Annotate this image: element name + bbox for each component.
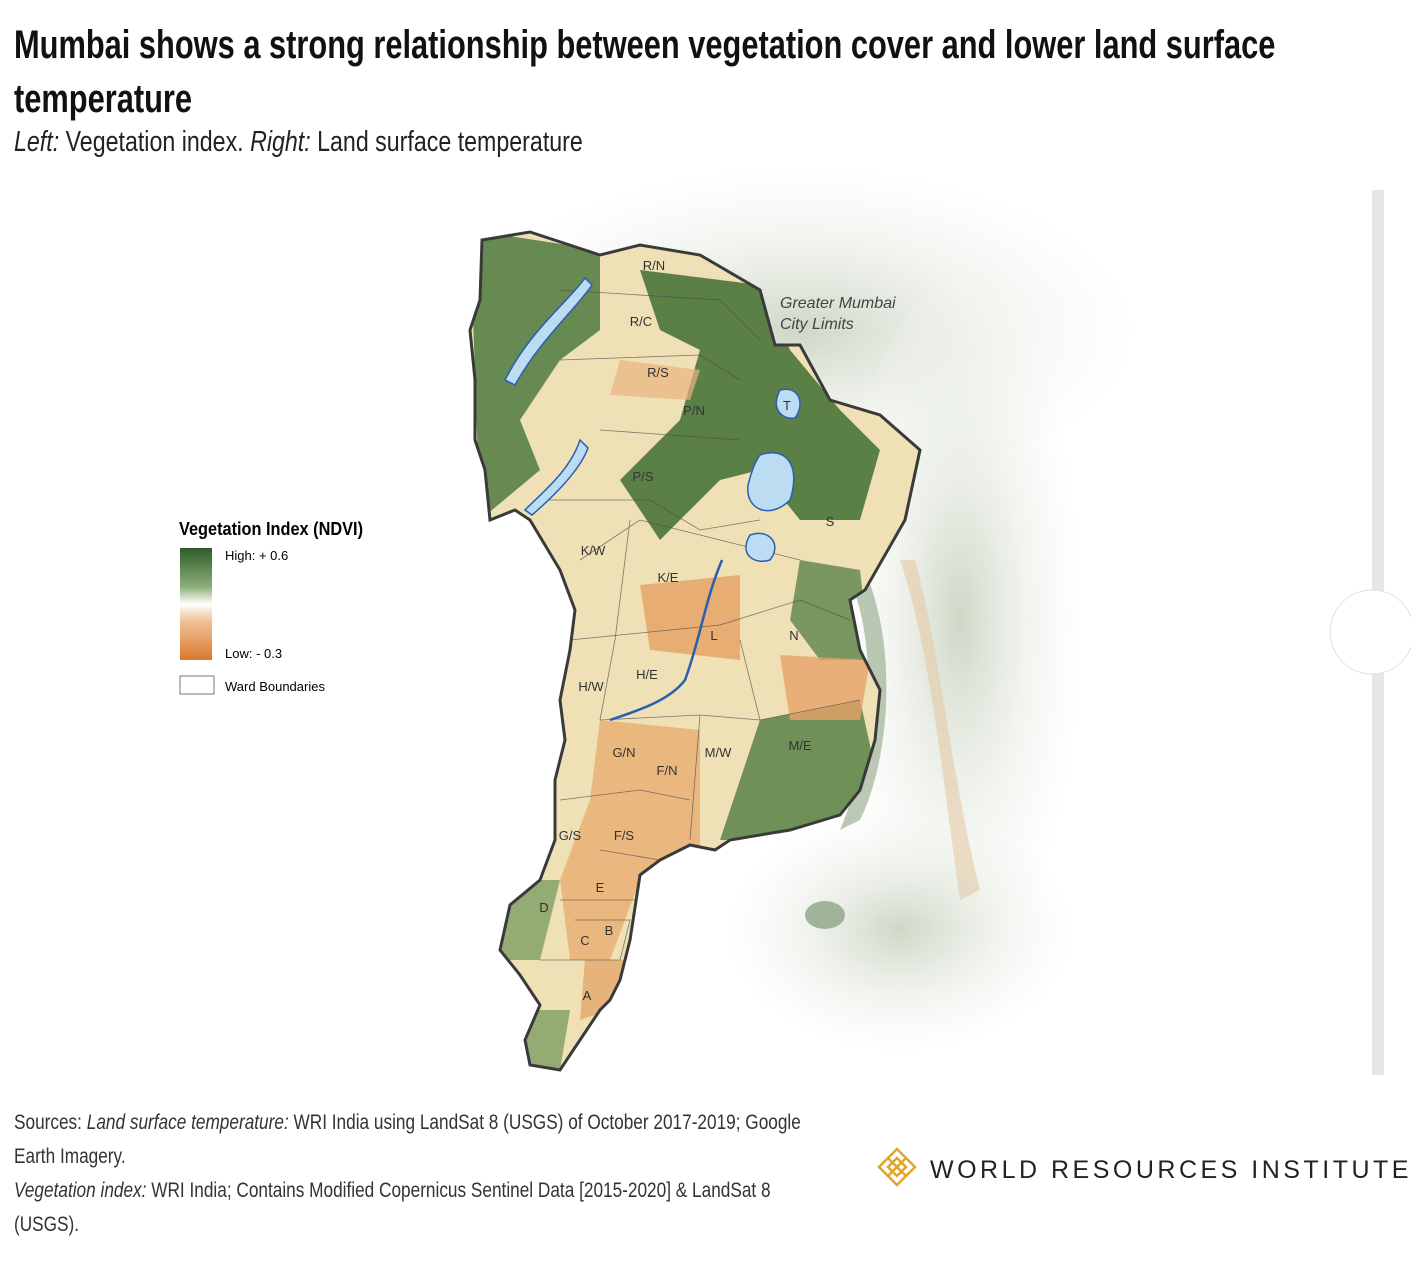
ward-label: E [596, 880, 605, 895]
ward-label: K/W [581, 543, 606, 558]
sources: Sources: Land surface temperature: WRI I… [14, 1106, 834, 1242]
subtitle-left-text: Vegetation index. [65, 126, 244, 158]
legend-boundaries: Ward Boundaries [225, 679, 325, 694]
ward-label: M/W [705, 745, 732, 760]
ward-label: H/W [578, 679, 604, 694]
ward-label: S [826, 514, 835, 529]
sources-label: Sources: [14, 1111, 82, 1134]
logo-text: WORLD RESOURCES INSTITUTE [930, 1156, 1411, 1184]
subtitle-left-label: Left: [14, 126, 60, 158]
ward-label: M/E [788, 738, 811, 753]
ward-label: B [605, 923, 614, 938]
sources-lst-label: Land surface temperature: [86, 1111, 289, 1134]
ward-label: A [583, 988, 592, 1003]
legend-low: Low: - 0.3 [225, 646, 282, 661]
ward-label: R/N [643, 258, 665, 273]
ward-label: F/N [657, 763, 678, 778]
annotation: City Limits [780, 316, 854, 333]
ward-label: C [580, 933, 589, 948]
ward-label: K/E [658, 570, 679, 585]
ward-label: P/N [683, 403, 705, 418]
compare-slider-handle[interactable] [1329, 589, 1411, 675]
ward-label: F/S [614, 828, 635, 843]
ward-label: D [539, 900, 548, 915]
subtitle: Left: Vegetation index. Right: Land surf… [14, 126, 583, 159]
ward-label: T [783, 398, 791, 413]
sources-lst-text: WRI India using LandSat 8 (USGS) of Octo… [14, 1111, 801, 1168]
ward-label: P/S [633, 469, 654, 484]
ward-boundaries [540, 289, 861, 961]
ward-label: G/N [612, 745, 635, 760]
subtitle-right-label: Right: [250, 126, 311, 158]
water [503, 276, 801, 722]
logo-icon [877, 1147, 917, 1187]
ward-label: R/C [630, 314, 652, 329]
ward-label: L [710, 628, 717, 643]
legend-boundary-swatch [179, 675, 215, 695]
ward-label: G/S [559, 828, 582, 843]
ward-label: H/E [636, 667, 658, 682]
legend-gradient [180, 548, 212, 660]
legend-title: Vegetation Index (NDVI) [179, 519, 363, 539]
sources-veg-text: WRI India; Contains Modified Copernicus … [14, 1179, 771, 1236]
subtitle-right-text: Land surface temperature [317, 126, 583, 158]
ward-label: N [789, 628, 798, 643]
ward-label: R/S [647, 365, 669, 380]
annotation: Greater Mumbai [780, 295, 896, 312]
title: Mumbai shows a strong relationship betwe… [14, 23, 1276, 121]
sources-veg-label: Vegetation index: [14, 1179, 147, 1202]
legend-high: High: + 0.6 [225, 548, 288, 563]
